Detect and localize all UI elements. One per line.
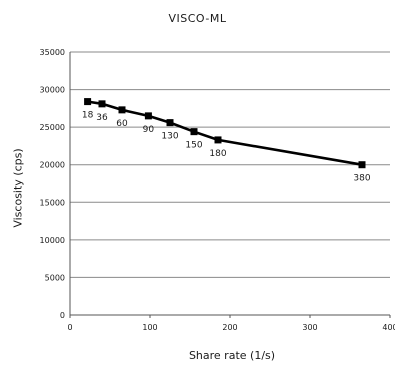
data-label: 36 bbox=[96, 113, 108, 123]
data-labels: 18 36 60 90 130 150 180 380 bbox=[82, 111, 371, 184]
y-tick-label: 20000 bbox=[40, 161, 65, 170]
y-tick-label: 5000 bbox=[45, 273, 65, 282]
gridlines bbox=[70, 51, 390, 278]
x-axis-title: Share rate (1/s) bbox=[188, 349, 276, 362]
chart-title: VISCO-ML bbox=[168, 12, 227, 25]
data-point bbox=[358, 161, 366, 169]
series-group bbox=[84, 98, 366, 169]
x-tick-labels: 0 100 200 300 400 bbox=[67, 323, 395, 332]
data-point bbox=[144, 112, 152, 120]
y-tick-labels: 0 5000 10000 15000 20000 25000 30000 35000 bbox=[40, 48, 65, 320]
data-point bbox=[190, 128, 198, 136]
data-point bbox=[166, 119, 174, 127]
x-tick-label: 200 bbox=[222, 323, 237, 332]
y-tick-label: 10000 bbox=[40, 236, 65, 245]
data-label: 90 bbox=[143, 125, 155, 135]
x-tick-label: 400 bbox=[382, 323, 395, 332]
data-label: 150 bbox=[185, 141, 202, 151]
x-tick-label: 0 bbox=[67, 323, 72, 332]
x-tick-label: 300 bbox=[302, 323, 317, 332]
data-label: 130 bbox=[161, 132, 178, 142]
data-label: 380 bbox=[353, 174, 370, 184]
data-point bbox=[214, 136, 222, 144]
y-tick-label: 0 bbox=[60, 311, 65, 320]
y-tick-label: 35000 bbox=[40, 48, 65, 57]
data-point bbox=[118, 106, 126, 114]
x-tick-label: 100 bbox=[142, 323, 157, 332]
y-tick-label: 15000 bbox=[40, 198, 65, 207]
y-tick-label: 25000 bbox=[40, 123, 65, 132]
data-label: 60 bbox=[116, 119, 128, 129]
data-point bbox=[84, 98, 92, 106]
axes bbox=[69, 52, 391, 318]
data-label: 18 bbox=[82, 111, 94, 121]
y-tick-label: 30000 bbox=[40, 86, 65, 95]
data-label: 180 bbox=[209, 149, 226, 159]
data-point bbox=[98, 100, 106, 108]
